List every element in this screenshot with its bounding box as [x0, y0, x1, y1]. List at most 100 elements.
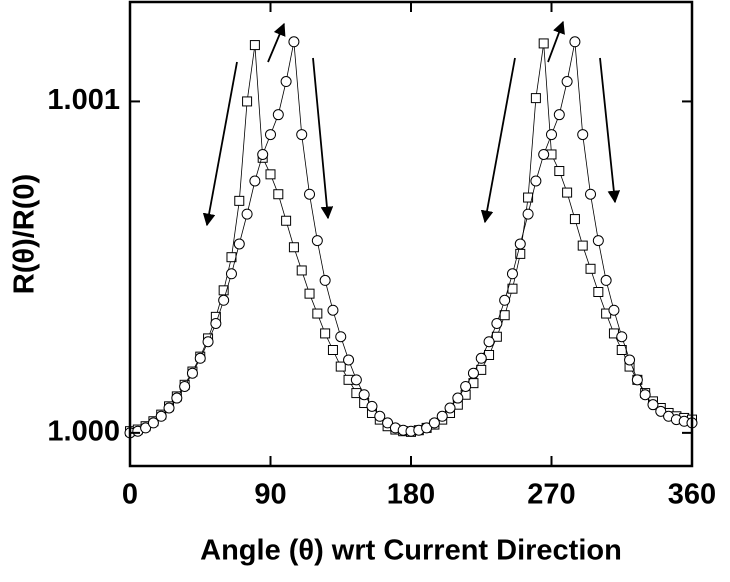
circle-point	[257, 148, 269, 160]
circle-point	[350, 374, 362, 386]
circle-point	[186, 367, 198, 379]
circle-point	[444, 402, 456, 414]
circle-point	[288, 36, 300, 48]
x-tick-label: 90	[254, 479, 286, 511]
circle-point	[249, 175, 261, 187]
x-tick-label: 360	[668, 479, 716, 511]
square-point	[562, 187, 573, 198]
circle-point	[631, 374, 643, 386]
square-point	[320, 328, 331, 339]
circle-point	[624, 354, 636, 366]
circle-point	[171, 392, 183, 404]
square-point	[312, 308, 323, 319]
circle-point	[647, 399, 659, 411]
circle-point	[499, 294, 511, 306]
square-point	[296, 265, 307, 276]
y-tick-label: 1.001	[47, 84, 120, 116]
circle-point	[343, 354, 355, 366]
circle-point	[436, 410, 448, 422]
circle-point	[522, 208, 534, 220]
square-point	[530, 93, 541, 104]
square-point	[242, 96, 253, 107]
circle-point	[366, 400, 378, 412]
circle-point	[530, 175, 542, 187]
circle-point	[319, 274, 331, 286]
arrow	[547, 20, 565, 63]
circle-point	[147, 417, 159, 429]
circle-point	[241, 208, 253, 220]
square-point	[281, 215, 292, 226]
series-line	[129, 43, 693, 433]
arrow	[480, 57, 516, 224]
square-point	[569, 214, 580, 225]
circle-point	[296, 129, 308, 141]
arrow	[599, 57, 621, 204]
circle-point	[280, 76, 292, 88]
circle-point	[358, 389, 370, 401]
square-point	[523, 192, 534, 203]
circle-point	[421, 422, 433, 434]
circle-point	[335, 331, 347, 343]
circle-point	[460, 380, 472, 392]
square-point	[265, 169, 276, 180]
circle-point	[585, 188, 597, 200]
circle-point	[202, 336, 214, 348]
circle-point	[546, 129, 557, 141]
circle-point	[569, 36, 581, 48]
x-tick-label: 0	[122, 479, 138, 511]
circle-point	[194, 352, 206, 364]
circle-point	[616, 331, 628, 343]
x-tick-label: 270	[527, 479, 575, 511]
x-tick-label: 180	[387, 479, 435, 511]
square-point	[577, 240, 588, 251]
arrow	[202, 61, 238, 227]
square-point	[249, 40, 260, 51]
square-point	[491, 331, 502, 342]
circle-point	[233, 238, 245, 250]
circle-point	[561, 76, 573, 88]
circle-point	[506, 268, 518, 280]
circle-point	[311, 235, 323, 247]
circle-point	[600, 274, 612, 286]
circle-point	[428, 417, 440, 429]
circle-point	[382, 417, 394, 429]
circle-point	[163, 402, 175, 414]
square-point	[538, 38, 549, 49]
circle-point	[592, 235, 604, 247]
circle-point	[179, 380, 191, 392]
circle-point	[514, 238, 526, 250]
circle-point	[639, 389, 651, 401]
circle-point	[327, 304, 339, 316]
circle-point	[655, 405, 667, 417]
y-axis-title: R(θ)/R(0)	[9, 174, 41, 294]
circle-point	[218, 294, 230, 306]
circle-point	[491, 317, 503, 329]
circle-point	[483, 336, 495, 348]
circle-point	[475, 352, 487, 364]
circle-point	[225, 268, 237, 280]
circle-point	[553, 109, 565, 121]
square-point	[234, 195, 245, 206]
circle-point	[452, 392, 464, 404]
circle-point	[467, 367, 479, 379]
circle-point	[374, 410, 386, 422]
circle-point	[140, 422, 152, 434]
square-point	[273, 189, 284, 200]
square-point	[554, 166, 565, 177]
y-tick-label: 1.000	[47, 416, 120, 448]
square-point	[288, 242, 299, 253]
square-point	[499, 310, 510, 321]
circle-point	[272, 109, 284, 121]
circle-point	[538, 148, 550, 160]
circle-point	[210, 317, 222, 329]
circle-point	[304, 188, 316, 200]
square-point	[585, 263, 596, 274]
arrow	[312, 57, 334, 220]
circle-point	[608, 304, 620, 316]
arrows	[202, 20, 621, 227]
plot-marks	[124, 36, 698, 439]
square-point	[335, 361, 346, 372]
square-point	[593, 287, 604, 297]
x-axis-title: Angle (θ) wrt Current Direction	[200, 535, 622, 567]
